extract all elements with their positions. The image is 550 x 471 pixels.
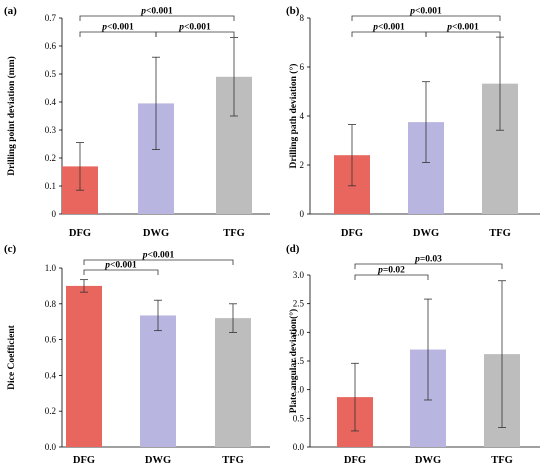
significance-bracket [83, 259, 234, 265]
y-axis-label: Drilling path deviation (°) [288, 64, 299, 169]
y-tick-label: 1.5 [293, 356, 305, 366]
y-tick-label: 0.4 [45, 97, 57, 107]
category-label-dfg: DFG [344, 455, 366, 466]
significance-label: p=0.03 [414, 255, 442, 265]
y-tick-label: 0.4 [45, 370, 57, 380]
significance-label: p<0.001 [409, 7, 442, 17]
panel-label: (b) [286, 5, 300, 17]
y-tick-label: 4 [300, 111, 305, 121]
significance-label: p<0.001 [104, 261, 137, 271]
y-tick-label: 0.0 [45, 442, 57, 452]
significance-bracket [351, 31, 427, 37]
category-label-dwg: DWG [415, 455, 441, 466]
category-label-dfg: DFG [69, 228, 91, 239]
y-tick-label: 1.0 [293, 385, 305, 395]
significance-label: p<0.001 [142, 251, 175, 261]
significance-label: p<0.001 [140, 7, 173, 17]
y-tick-label: 0 [300, 209, 305, 219]
chart-panel-d: (d) 0.0 0.5 1.0 1.5 2.0 2.5 3.0 Plate angular de… [286, 243, 540, 466]
chart-panel-a: (a) 0 0.1 0.2 0.3 0.4 0.5 0.6 0.7 Drilling point … [4, 5, 270, 239]
y-tick-label: 2.5 [293, 299, 305, 309]
panel-label: (c) [4, 243, 17, 255]
y-tick-label: 0.2 [45, 406, 56, 416]
significance-bracket [425, 31, 501, 37]
y-tick-label: 0.6 [45, 41, 57, 51]
y-tick-label: 0.7 [45, 13, 57, 23]
chart-panel-b: (b) 0 2 4 6 8 Drilling path deviation (°) DFG DW… [286, 5, 540, 239]
y-tick-label: 0.1 [45, 181, 56, 191]
y-tick-label: 0.0 [293, 442, 305, 452]
y-tick-label: 6 [300, 62, 305, 72]
bar-dwg [140, 315, 176, 447]
panel-label: (d) [286, 243, 300, 255]
significance-label: p<0.001 [101, 23, 134, 33]
category-label-tfg: TFG [223, 228, 245, 239]
bar-tfg [215, 318, 251, 447]
significance-label: p<0.001 [178, 23, 211, 33]
y-tick-label: 0.8 [45, 299, 57, 309]
significance-bracket [155, 31, 235, 37]
significance-label: p<0.001 [372, 23, 405, 33]
y-tick-label: 0 [52, 209, 57, 219]
category-label-tfg: TFG [222, 455, 244, 466]
y-tick-label: 0.5 [45, 69, 57, 79]
significance-bracket [83, 269, 159, 275]
significance-bracket [354, 274, 429, 280]
significance-label: p=0.02 [377, 266, 405, 276]
category-label-dwg: DWG [143, 228, 169, 239]
y-tick-label: 8 [300, 13, 305, 23]
significance-bracket [351, 15, 501, 21]
category-label-dfg: DFG [73, 455, 95, 466]
chart-panel-c: (c) 0.0 0.2 0.4 0.6 0.8 1.0 Dice Coefficient DFG… [4, 243, 270, 466]
significance-bracket [79, 31, 157, 37]
y-tick-label: 3.0 [293, 270, 305, 280]
category-label-tfg: TFG [491, 455, 513, 466]
panel-label: (a) [4, 5, 17, 17]
bar-dfg [66, 285, 102, 447]
y-tick-label: 0.6 [45, 335, 57, 345]
y-axis-label: Dice Coefficient [7, 324, 17, 389]
category-label-dwg: DWG [413, 228, 439, 239]
y-tick-label: 0.3 [45, 125, 57, 135]
y-tick-label: 2.0 [293, 327, 305, 337]
y-tick-label: 0.2 [45, 153, 56, 163]
y-tick-label: 0.5 [293, 413, 305, 423]
category-label-tfg: TFG [489, 228, 511, 239]
significance-bracket [79, 15, 235, 21]
y-axis-label: Plate angular deviation(°) [288, 309, 299, 413]
y-tick-label: 2 [300, 160, 305, 170]
y-axis-label: Drilling point deviation (mm) [6, 56, 17, 176]
significance-bracket [354, 263, 503, 269]
significance-label: p<0.001 [446, 23, 479, 33]
category-label-dwg: DWG [145, 455, 171, 466]
category-label-dfg: DFG [341, 228, 363, 239]
y-tick-label: 1.0 [45, 263, 57, 273]
